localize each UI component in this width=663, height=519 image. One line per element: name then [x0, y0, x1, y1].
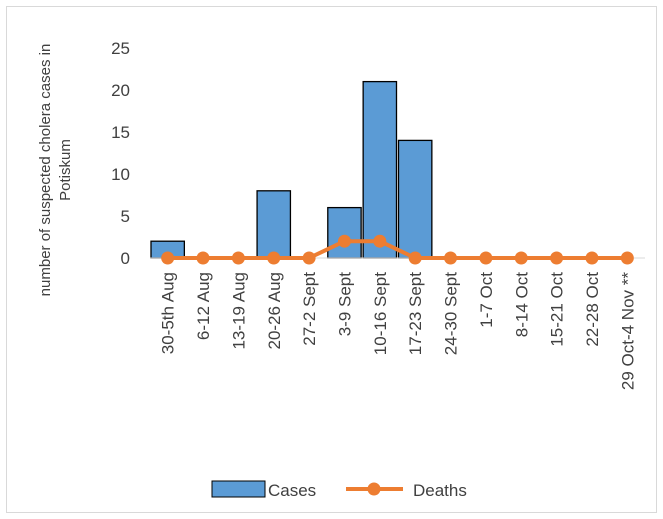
y-tick-label: 15 — [111, 123, 130, 142]
deaths-marker — [620, 251, 634, 265]
deaths-marker — [479, 251, 493, 265]
y-axis-ticks: 0 5 10 15 20 25 — [111, 39, 130, 268]
legend-cases-swatch — [211, 480, 266, 498]
deaths-marker — [585, 251, 599, 265]
cases-bar — [256, 190, 292, 259]
x-tick-label: 20-26 Aug — [265, 272, 284, 350]
cases-bars — [150, 80, 433, 259]
x-tick-label: 15-21 Oct — [548, 272, 567, 347]
x-axis-ticks: 30-5th Aug 6-12 Aug 13-19 Aug 20-26 Aug 27-2… — [159, 272, 638, 390]
legend-cases-label: Cases — [268, 481, 316, 500]
legend-deaths-label: Deaths — [413, 481, 467, 500]
x-tick-label: 1-7 Oct — [477, 272, 496, 328]
y-axis-label-line-2: Potiskum — [57, 139, 74, 201]
x-tick-label: 27-2 Sept — [300, 272, 319, 346]
legend-deaths-marker — [367, 482, 381, 496]
y-tick-label: 0 — [121, 249, 130, 268]
cases-bar — [397, 139, 433, 259]
deaths-marker — [444, 251, 458, 265]
y-axis-label: number of suspected cholera cases in Pot… — [37, 44, 74, 297]
deaths-marker — [196, 251, 210, 265]
x-tick-label: 8-14 Oct — [512, 272, 531, 337]
y-tick-label: 20 — [111, 81, 130, 100]
x-tick-label: 3-9 Sept — [335, 272, 354, 337]
x-tick-label: 17-23 Sept — [406, 272, 425, 355]
deaths-marker — [514, 251, 528, 265]
cases-bar — [327, 206, 362, 259]
x-tick-label: 10-16 Sept — [371, 272, 390, 355]
x-tick-label: 13-19 Aug — [229, 272, 248, 350]
y-tick-label: 25 — [111, 39, 130, 58]
y-tick-label: 10 — [111, 165, 130, 184]
deaths-marker — [302, 251, 316, 265]
deaths-marker — [550, 251, 564, 265]
deaths-marker — [337, 234, 351, 248]
deaths-marker — [267, 251, 281, 265]
legend: Cases Deaths — [211, 480, 467, 500]
x-tick-label: 30-5th Aug — [159, 272, 178, 354]
cases-bar — [362, 80, 398, 259]
deaths-marker — [373, 234, 387, 248]
x-tick-label: 24-30 Sept — [442, 272, 461, 355]
x-tick-label: 22-28 Oct — [583, 272, 602, 347]
y-tick-label: 5 — [121, 207, 130, 226]
y-axis-label-line-1: number of suspected cholera cases in — [37, 44, 54, 297]
deaths-series — [161, 234, 634, 265]
x-tick-label: 29 Oct-4 Nov ** — [618, 272, 637, 390]
deaths-marker — [231, 251, 245, 265]
deaths-marker — [408, 251, 422, 265]
deaths-marker — [161, 251, 175, 265]
x-tick-label: 6-12 Aug — [194, 272, 213, 340]
